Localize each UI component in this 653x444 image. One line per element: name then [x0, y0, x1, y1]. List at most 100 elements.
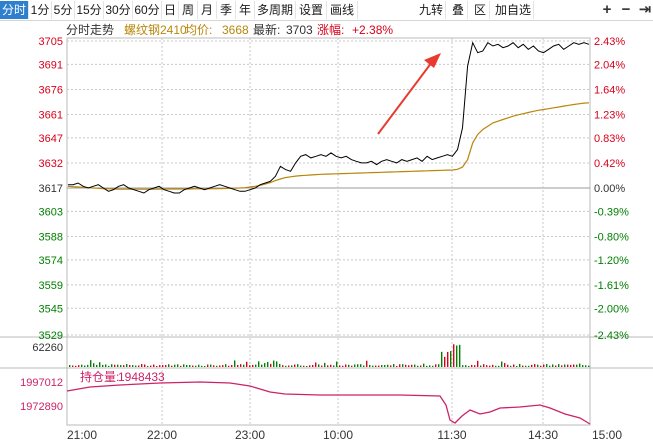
tool-button-0[interactable]: 九转 [417, 1, 446, 19]
period-tab-11[interactable]: 多周期 [255, 1, 296, 19]
period-tab-12[interactable]: 设置 [296, 1, 327, 19]
volume-bar [186, 365, 188, 367]
period-tab-10[interactable]: 年 [236, 1, 255, 19]
pct-tick-label: -2.00% [594, 303, 629, 315]
volume-bar [264, 363, 266, 367]
volume-bar [471, 364, 473, 367]
volume-bar [219, 365, 221, 367]
tool-button-3[interactable]: 加自选 [493, 1, 534, 19]
volume-bar [258, 361, 260, 367]
period-tab-8[interactable]: 月 [198, 1, 217, 19]
volume-bar [345, 364, 347, 367]
volume-bar [570, 364, 572, 367]
chart-axes: 3705 2.43% 3691 2.04% 3676 1.64% 3661 1.23% 3647… [32, 36, 629, 442]
volume-bar [426, 365, 428, 367]
time-tick-label: 11:30 [437, 428, 466, 442]
volume-bar [252, 364, 254, 367]
volume-bar [75, 365, 77, 367]
period-tab-4[interactable]: 30分 [104, 1, 133, 19]
period-tab-0[interactable]: 分时 [0, 1, 29, 19]
time-tick-label: 15:00 [592, 428, 622, 442]
period-tab-9[interactable]: 季 [217, 1, 236, 19]
pct-tick-label: 0.42% [594, 158, 625, 170]
volume-bar [195, 365, 197, 367]
plot-frame [66, 37, 591, 426]
volume-bar [576, 364, 578, 367]
volume-bar [411, 364, 413, 367]
avg-price-label: 均价: [185, 23, 212, 37]
volume-bar [555, 365, 557, 367]
volume-bar [177, 364, 179, 367]
volume-bar [300, 365, 302, 367]
period-tab-2[interactable]: 5分 [52, 1, 75, 19]
time-tick-label: 14:30 [528, 428, 558, 442]
annotation-arrow [377, 53, 441, 135]
volume-bar [537, 364, 539, 367]
pct-tick-label: -1.61% [594, 280, 629, 292]
volume-bar [333, 365, 335, 367]
volume-bar [198, 364, 200, 367]
volume-bar [282, 365, 284, 367]
period-tab-1[interactable]: 1分 [29, 1, 52, 19]
volume-bar [108, 365, 110, 367]
period-tab-5[interactable]: 60分 [133, 1, 162, 19]
volume-bar [342, 365, 344, 367]
volume-bar [297, 364, 299, 367]
time-tick-label: 10:00 [323, 428, 353, 442]
volume-bar [417, 365, 419, 367]
volume-bar [477, 360, 479, 367]
volume-bar [588, 365, 590, 367]
volume-bar [273, 360, 275, 367]
period-tab-13[interactable]: 画线 [327, 1, 358, 19]
volume-bar [399, 364, 401, 367]
pct-tick-label: -2.43% [594, 330, 629, 342]
price-tick-label: 3603 [39, 206, 63, 218]
volume-bar [381, 365, 383, 367]
volume-bar [525, 365, 527, 367]
volume-bar [354, 364, 356, 367]
volume-bar [498, 365, 500, 367]
oi-axis-label: 1972890 [20, 401, 63, 413]
volume-bar [222, 365, 224, 367]
volume-bar [492, 364, 494, 367]
volume-bar [213, 365, 215, 367]
tool-button-2[interactable]: 区 [471, 1, 490, 19]
chart-title: 分时走势 [66, 23, 114, 37]
price-tick-label: 3559 [39, 280, 63, 292]
volume-bar [510, 365, 512, 367]
volume-bar [483, 364, 485, 367]
volume-bar [174, 364, 176, 367]
volume-bar [324, 362, 326, 367]
exit-to-right-icon[interactable]: ⇥ [638, 1, 652, 18]
volume-bar [366, 360, 368, 367]
volume-bar [99, 362, 101, 367]
price-tick-label: 3632 [39, 158, 63, 170]
plus-icon[interactable]: + [602, 1, 612, 18]
price-tick-label: 3705 [39, 36, 63, 48]
pct-tick-label: -1.20% [594, 255, 629, 267]
volume-bar [519, 363, 521, 367]
volume-bar [393, 364, 395, 367]
pct-tick-label: 0.00% [594, 183, 625, 195]
volume-bar [117, 364, 119, 367]
volume-bar [387, 364, 389, 367]
volume-bar [567, 364, 569, 367]
volume-bar [216, 365, 218, 367]
tool-button-1[interactable]: 叠 [449, 1, 468, 19]
price-line [68, 41, 590, 194]
period-tab-3[interactable]: 15分 [75, 1, 104, 19]
latest-price-label: 最新: [253, 22, 280, 37]
volume-bar [162, 365, 164, 367]
volume-bar [462, 365, 464, 367]
pct-tick-label: 1.64% [594, 84, 625, 96]
period-tab-7[interactable]: 周 [179, 1, 198, 19]
volume-bar [138, 365, 140, 367]
volume-bar [540, 365, 542, 367]
volume-bar [363, 365, 365, 367]
volume-bar [456, 345, 458, 367]
volume-bar [129, 365, 131, 367]
pct-tick-label: 0.83% [594, 133, 625, 145]
minus-icon[interactable]: − [621, 1, 631, 18]
period-tab-6[interactable]: 日 [162, 1, 179, 19]
volume-bar [267, 361, 269, 367]
